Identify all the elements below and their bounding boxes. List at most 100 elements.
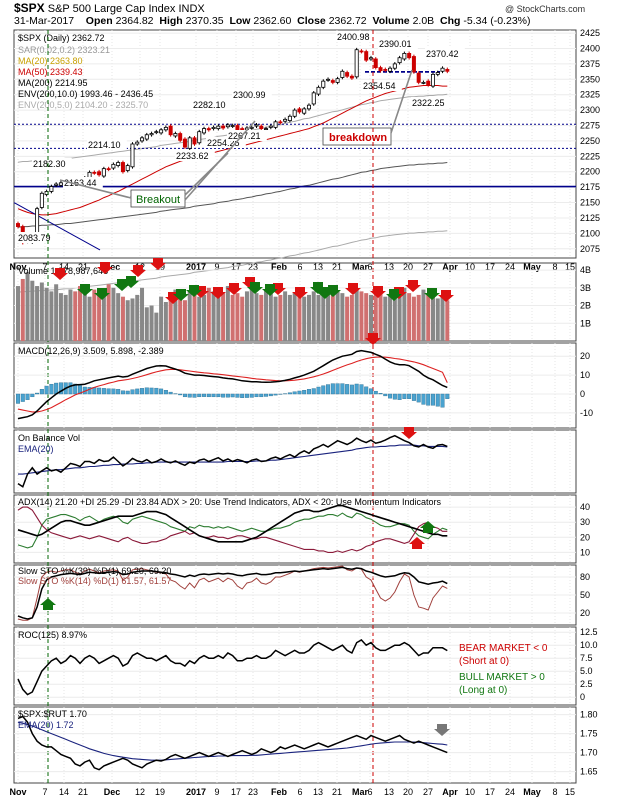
security-name: S&P 500 Large Cap Index [47,3,176,15]
x-tick-bottom: 14 [59,787,69,797]
macd-histogram-bar [149,387,154,395]
volume-bar [440,294,445,341]
x-tick-bottom: 13 [313,787,323,797]
panel-roc [13,626,577,706]
volume-bar [211,291,216,341]
macd-histogram-bar [316,386,321,395]
macd-histogram-bar [268,393,273,397]
macd-histogram-bar [430,393,435,406]
volume-bar [254,293,259,341]
volume-red-arrow [210,287,226,299]
x-tick-bottom: 17 [231,787,241,797]
volume-bar [82,293,87,341]
volume-bar [326,289,331,341]
candle-body [388,67,393,72]
volume-bar [335,291,340,341]
candle-body [144,134,149,140]
breakout-arrow [184,120,256,201]
macd-histogram-bar [340,383,345,395]
volume-bar [421,289,426,341]
annotation-bg [32,158,72,169]
volume-bar [311,291,316,341]
macd-histogram-bar [378,393,383,395]
candle-body [173,133,178,137]
volume-bar [140,287,145,341]
macd-histogram-bar [202,393,207,397]
candle-body [335,78,340,83]
macd-histogram-bar [392,393,397,400]
panel-frame [13,429,577,494]
macd-histogram-bar [254,393,259,398]
volume-bar [278,294,283,341]
x-tick-bottom: 23 [248,787,258,797]
candle-body [168,125,173,136]
volume-bar [106,284,111,341]
volume-bar [445,300,450,341]
exchange: INDX [178,3,205,15]
candle-body [230,125,235,127]
candle-body [378,67,383,72]
x-tick-bottom: 6 [297,787,302,797]
panel-obv [13,429,577,494]
macd-line [17,349,448,420]
x-tick-top: 6 [297,262,302,272]
candle-body [430,73,435,87]
x-tick-bottom: 8 [552,787,557,797]
volume-bar [178,294,183,341]
y-tick-label: 10 [580,370,590,380]
price-annotation: 2083.79 [18,233,51,243]
macd-signal-line [17,356,448,413]
candle-body [273,121,278,128]
macd-histogram-bar [445,393,450,399]
breakdown-arrow [390,69,413,134]
volume-bar [159,296,164,341]
candle-body [392,63,397,69]
candle-body [278,121,283,124]
macd-histogram-bar [435,393,440,407]
macd-histogram-bar [135,388,140,395]
slow-sto-14-line [17,565,448,621]
candle-body [326,78,331,81]
volume-green-arrow [173,289,189,301]
x-tick-bottom: Nov [9,787,26,797]
volume-bar [354,289,359,341]
macd-histogram-bar [140,388,145,395]
candle-body [163,126,168,131]
x-tick-top: 21 [78,262,88,272]
annotation-bg [362,80,402,91]
candle-body [311,92,316,105]
y-tick-label: 5.0 [580,666,593,676]
close-label: Close [297,15,326,27]
macd-histogram-bar [87,387,92,395]
candle-body [440,67,445,72]
volume-green-arrow [94,288,110,300]
volume-bar [49,291,54,341]
volume-bar [20,278,25,341]
x-tick-top: 8 [552,262,557,272]
adx-red-arrow [409,537,425,549]
x-tick-bottom: Apr [442,787,458,797]
volume-green-arrow [123,276,139,288]
candle-body [383,69,388,71]
annotation-bg [411,97,451,108]
macd-histogram-bar [311,388,316,395]
panel-macd [13,342,577,429]
macd-histogram-bar [68,382,73,395]
open-value: 2364.82 [115,15,154,27]
y-tick-label: 2325 [580,90,600,100]
volume-bar [249,287,254,341]
x-tick-top: May [523,262,541,272]
breakdown-box [322,127,392,146]
macd-histogram-bar [383,393,388,397]
macd-histogram-bar [306,389,311,395]
volume-bar [359,291,364,341]
slow-sto-39-line [17,566,448,620]
adx-line [17,504,448,543]
x-tick-top: 24 [505,262,515,272]
x-tick-top: 13 [384,262,394,272]
price-legend-item: ENV(200,10.0) 1993.46 - 2436.45 [18,89,153,99]
macd-histogram-bar [345,384,350,395]
price-title: $SPX (Daily) 2362.72 [18,33,105,43]
y-tick-label: 80 [580,572,590,582]
y-tick-label: 20 [580,608,590,618]
